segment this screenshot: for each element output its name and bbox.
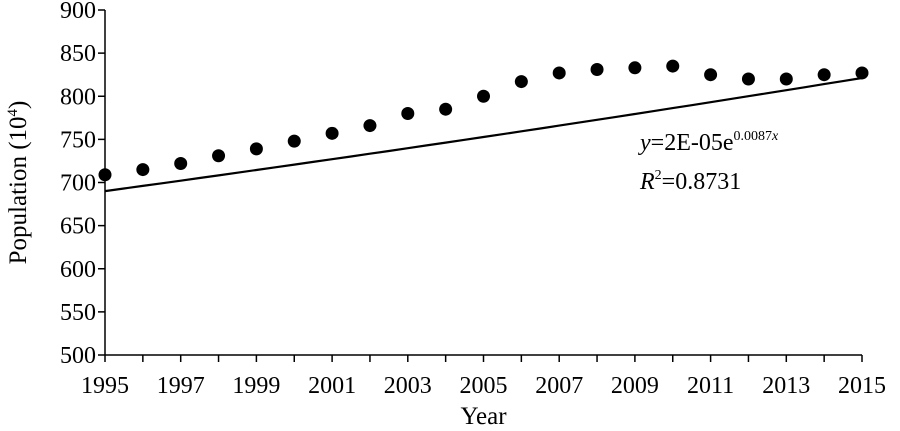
y-axis-title: Population (104) (5, 101, 32, 265)
y-tick-label: 750 (60, 127, 96, 153)
data-point (628, 61, 642, 75)
x-tick-label: 2007 (535, 373, 583, 399)
r-squared-sup: 2 (655, 168, 662, 183)
data-point (590, 63, 604, 77)
x-tick-label: 2009 (611, 373, 659, 399)
trendline-group (104, 76, 863, 193)
x-tick-label: 1999 (232, 373, 280, 399)
data-point (401, 107, 415, 120)
data-point (174, 157, 188, 171)
data-point (136, 163, 150, 177)
x-tick-label: 2013 (762, 373, 810, 399)
x-axis-title: Year (460, 403, 507, 430)
r-squared-value: =0.8731 (662, 169, 742, 195)
x-tick-label: 1995 (81, 373, 129, 399)
r-squared: R2=0.8731 (639, 168, 741, 195)
data-point (249, 142, 263, 156)
data-point (98, 168, 112, 182)
x-tick-label: 2011 (687, 373, 734, 399)
data-point (212, 149, 226, 163)
data-point (855, 66, 869, 80)
y-tick-label: 500 (60, 343, 96, 369)
x-ticks: 1995 1997 1999 2001 2003 2005 2007 2009 2011 2013… (81, 355, 886, 399)
y-tick-label: 850 (60, 41, 96, 67)
axes (104, 10, 862, 356)
data-point (817, 68, 831, 82)
data-point (325, 126, 339, 140)
y-tick-label: 550 (60, 300, 96, 326)
x-tick-label: 2005 (460, 373, 508, 399)
data-point (779, 72, 793, 86)
x-tick-label: 2015 (838, 373, 886, 399)
equation-exponent-var: x (771, 129, 779, 144)
data-points (98, 59, 869, 182)
data-point (552, 66, 566, 80)
y-tick-label: 800 (60, 84, 96, 110)
data-point (363, 119, 377, 133)
y-axis-title-exponent: 4 (5, 108, 21, 116)
x-tick-label: 2003 (384, 373, 432, 399)
data-point (704, 68, 718, 82)
data-point (287, 134, 301, 148)
data-point (439, 102, 453, 116)
y-tick-label: 700 (60, 171, 96, 197)
y-axis-title-close: ) (5, 101, 32, 109)
trendline-equation: y=2E-05e0.0087x (638, 129, 779, 156)
data-point (477, 89, 490, 103)
y-ticks: 500 550 600 650 700 750 800 850 900 (60, 0, 105, 369)
y-tick-label: 600 (60, 257, 96, 283)
x-tick-label: 1997 (157, 373, 205, 399)
r-squared-var: R (639, 169, 655, 195)
equation-body: =2E-05e (651, 130, 734, 156)
data-point (514, 75, 528, 89)
x-tick-label: 2001 (308, 373, 356, 399)
y-axis-title-text: Population (10 (5, 116, 32, 264)
data-point (666, 59, 680, 73)
equation-y-var: y (638, 130, 651, 156)
y-tick-label: 900 (60, 0, 96, 24)
equation-exponent: 0.0087 (734, 129, 773, 144)
data-point (741, 72, 755, 86)
exponential-trendline (104, 76, 863, 193)
y-tick-label: 650 (60, 214, 96, 240)
